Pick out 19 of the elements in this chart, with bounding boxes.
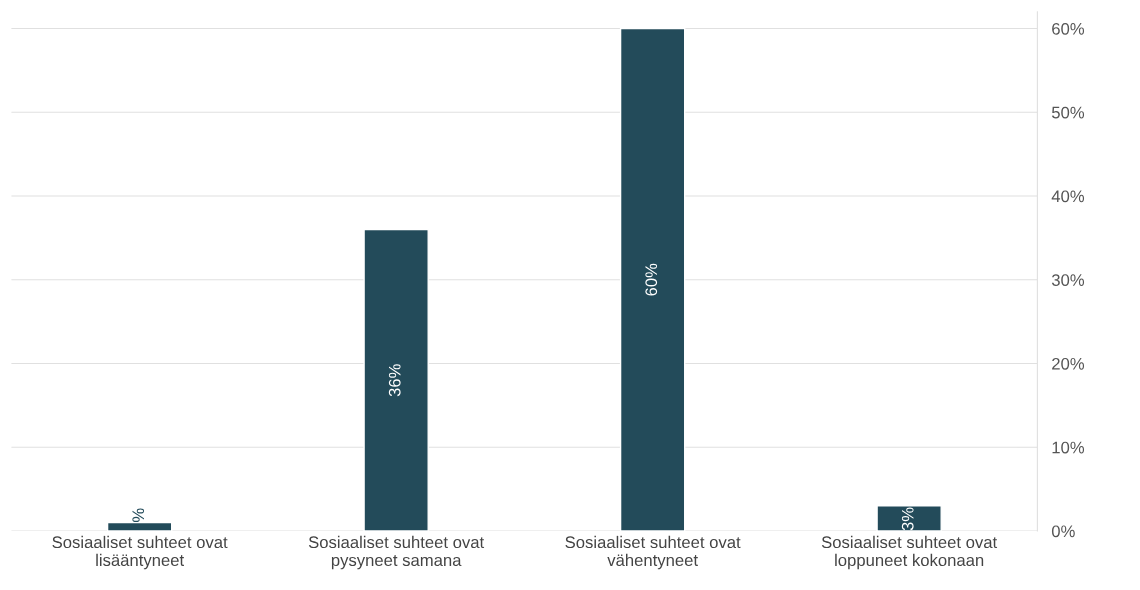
y-tick-label: 10% bbox=[1052, 441, 1085, 454]
data-label: % bbox=[132, 508, 145, 523]
bar bbox=[619, 27, 686, 531]
x-tick-label: Sosiaaliset suhteet ovat pysyneet samana bbox=[308, 535, 485, 570]
x-tick-label: Sosiaaliset suhteet ovat loppuneet kokonaan bbox=[821, 535, 998, 570]
x-tick-label: Sosiaaliset suhteet ovat lisääntyneet bbox=[52, 535, 228, 570]
y-tick-label: 30% bbox=[1051, 274, 1085, 286]
data-label: 60% bbox=[645, 263, 658, 296]
y-tick-label: 40% bbox=[1051, 190, 1085, 203]
x-tick-label: Sosiaaliset suhteet ovat vähentyneet bbox=[565, 535, 741, 570]
y-tick-label: 20% bbox=[1052, 357, 1085, 370]
y-tick-label: 0% bbox=[1051, 525, 1075, 538]
bar bbox=[876, 505, 942, 531]
data-label: 3% bbox=[901, 507, 914, 531]
bar bbox=[363, 228, 429, 531]
y-tick-label: 60% bbox=[1052, 22, 1085, 35]
data-label: 36% bbox=[388, 364, 401, 397]
bar bbox=[106, 521, 173, 531]
y-tick-label: 50% bbox=[1051, 106, 1085, 119]
